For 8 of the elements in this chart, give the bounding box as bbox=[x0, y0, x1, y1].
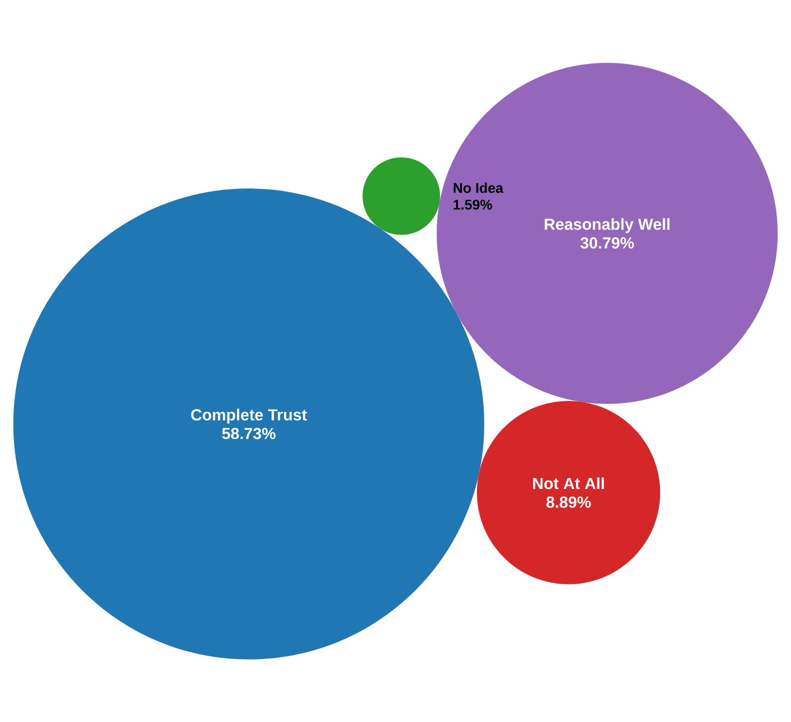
category-label: Complete Trust bbox=[191, 408, 307, 424]
data-label: 1.59% bbox=[454, 200, 492, 210]
category-label: Reasonably Well bbox=[544, 218, 670, 233]
category-label: Not At All bbox=[533, 477, 604, 489]
data-label: 30.79% bbox=[580, 237, 634, 248]
data-label: 8.89% bbox=[546, 496, 591, 508]
category-label: No Idea bbox=[454, 182, 504, 193]
data-label: 58.73% bbox=[222, 428, 276, 440]
